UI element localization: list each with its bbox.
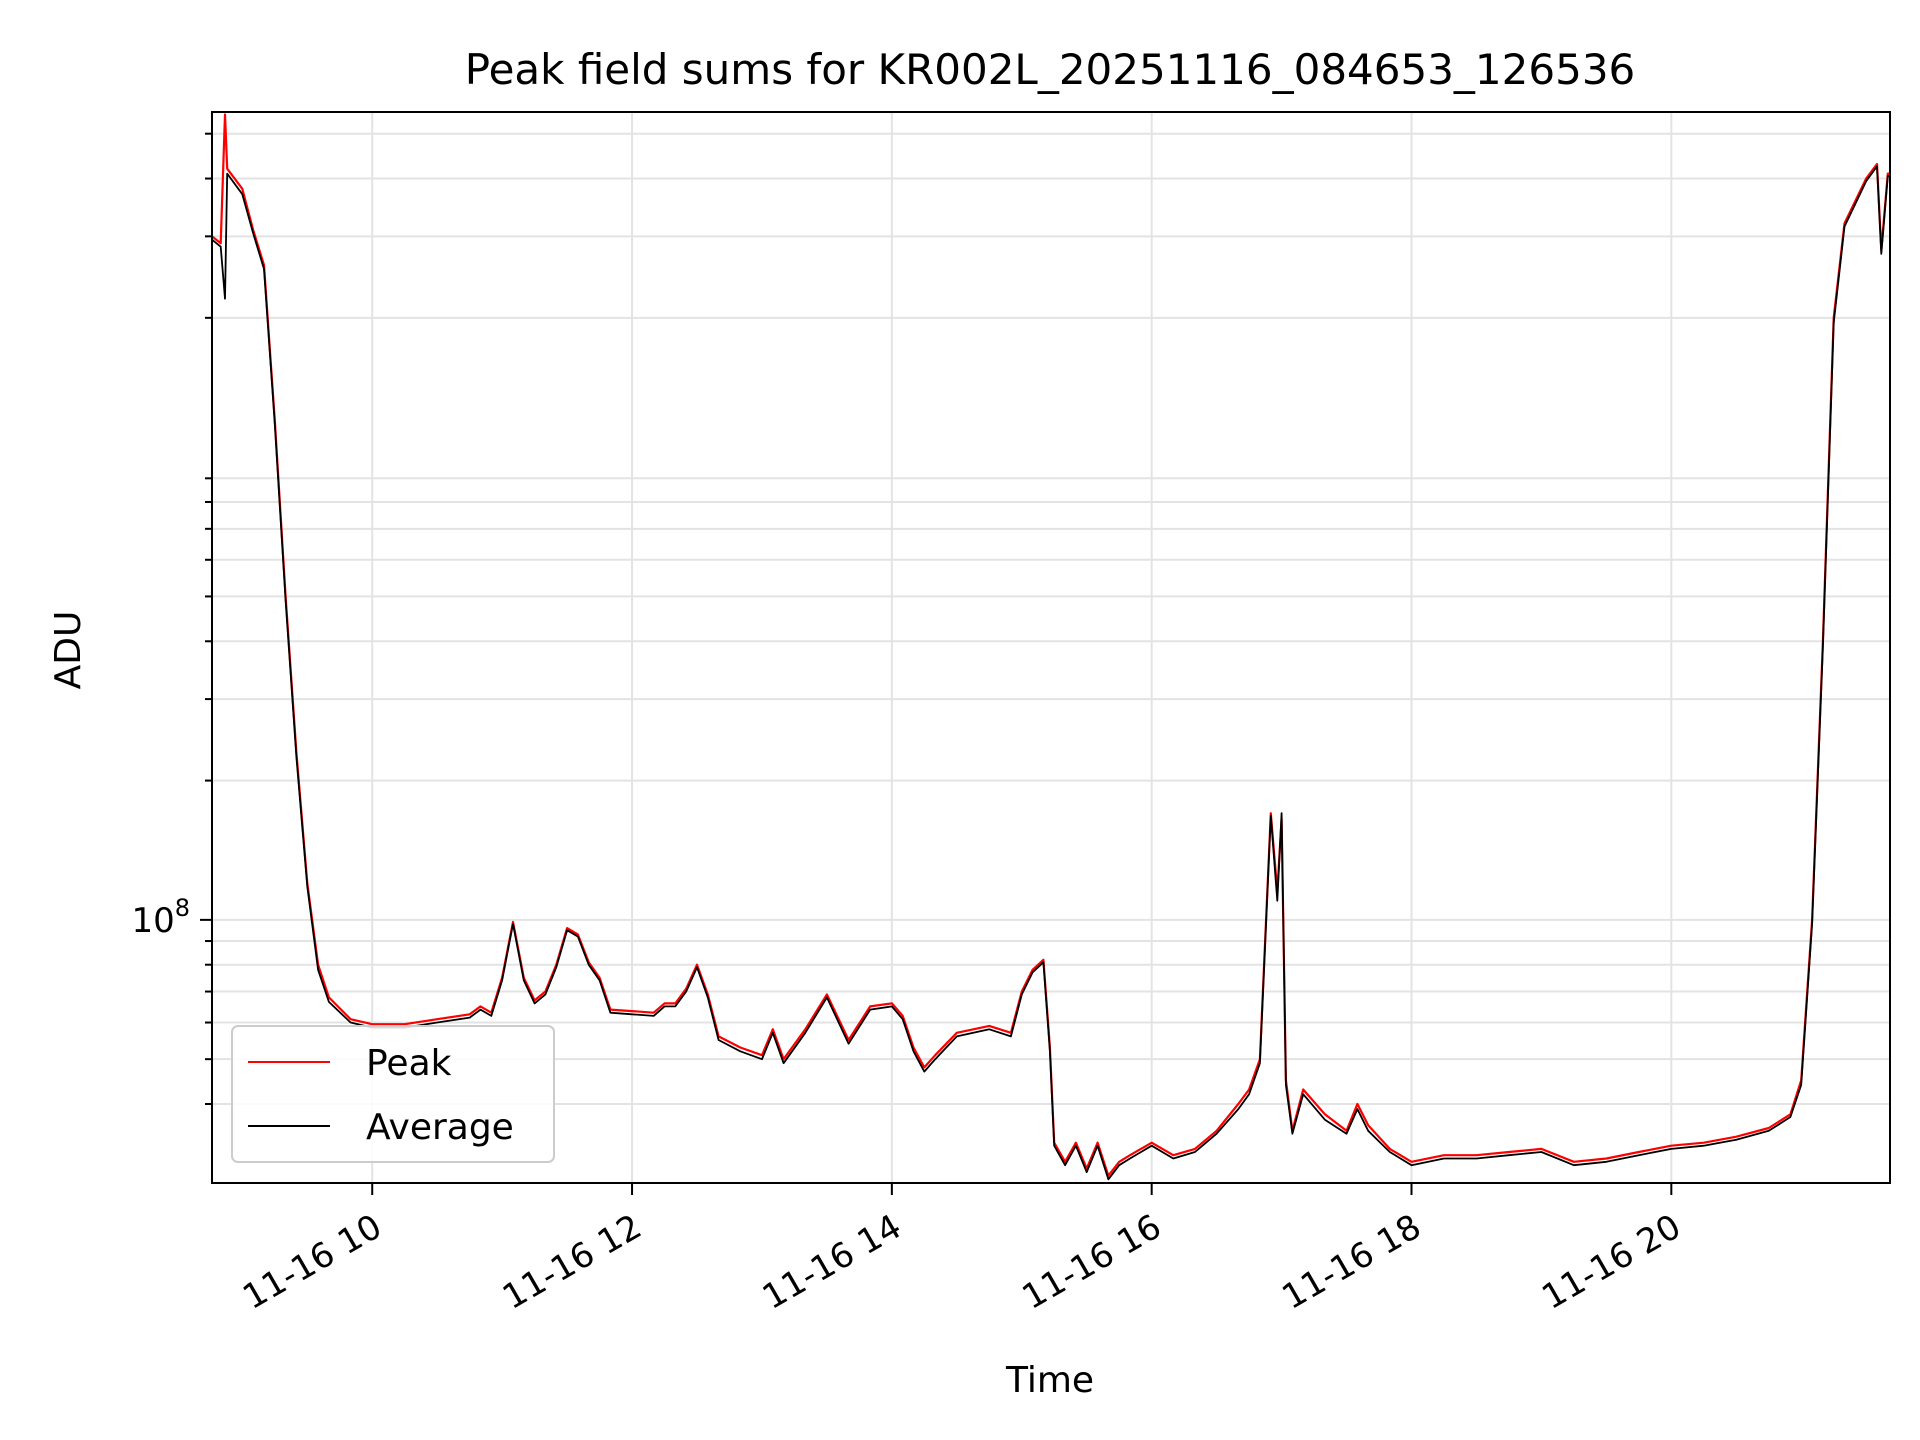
chart-title: Peak field sums for KR002L_20251116_0846… [465,45,1636,94]
y-axis: 108 [131,132,212,1106]
legend-label-average: Average [366,1107,514,1148]
legend-label-peak: Peak [366,1043,452,1084]
y-axis-label: ADU [48,611,89,690]
legend: Peak Average [231,1025,555,1163]
grid-lines [212,112,1890,1183]
series-layer [211,113,1890,1181]
series-line-average [211,165,1890,1181]
plot-frame [211,111,1891,1184]
series-line-peak [211,113,1890,1177]
x-axis-label: Time [1005,1360,1094,1401]
y-tick-label: 108 [131,894,190,941]
legend-box [231,1025,555,1163]
